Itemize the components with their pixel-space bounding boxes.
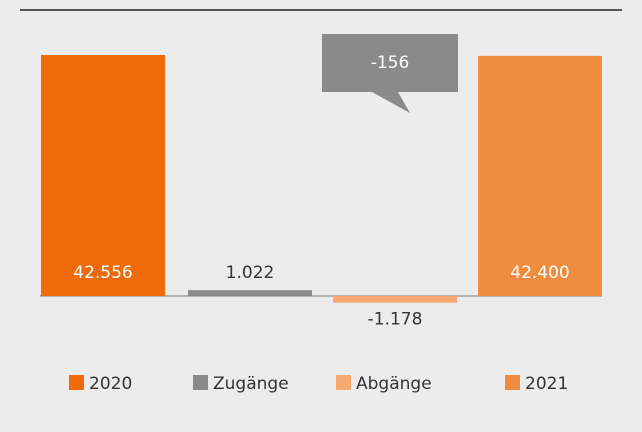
legend-label: Zugänge (213, 374, 289, 394)
bar (188, 290, 312, 296)
bar (478, 55, 602, 296)
value-label: 42.400 (510, 263, 569, 283)
legend-swatch (69, 375, 84, 390)
callout-text: -156 (371, 53, 410, 73)
legend-swatch (193, 375, 208, 390)
value-label: -1.178 (368, 310, 423, 330)
legend-label: Abgänge (356, 374, 432, 394)
callout: -156 (322, 34, 458, 113)
legend-swatch (505, 375, 520, 390)
legend-swatch (336, 375, 351, 390)
legend-label: 2020 (89, 374, 132, 394)
bar (333, 296, 457, 303)
callout-box (322, 34, 458, 113)
legend-label: 2021 (525, 374, 568, 394)
value-label: 42.556 (73, 263, 132, 283)
bar (41, 55, 165, 296)
value-label: 1.022 (226, 263, 275, 283)
